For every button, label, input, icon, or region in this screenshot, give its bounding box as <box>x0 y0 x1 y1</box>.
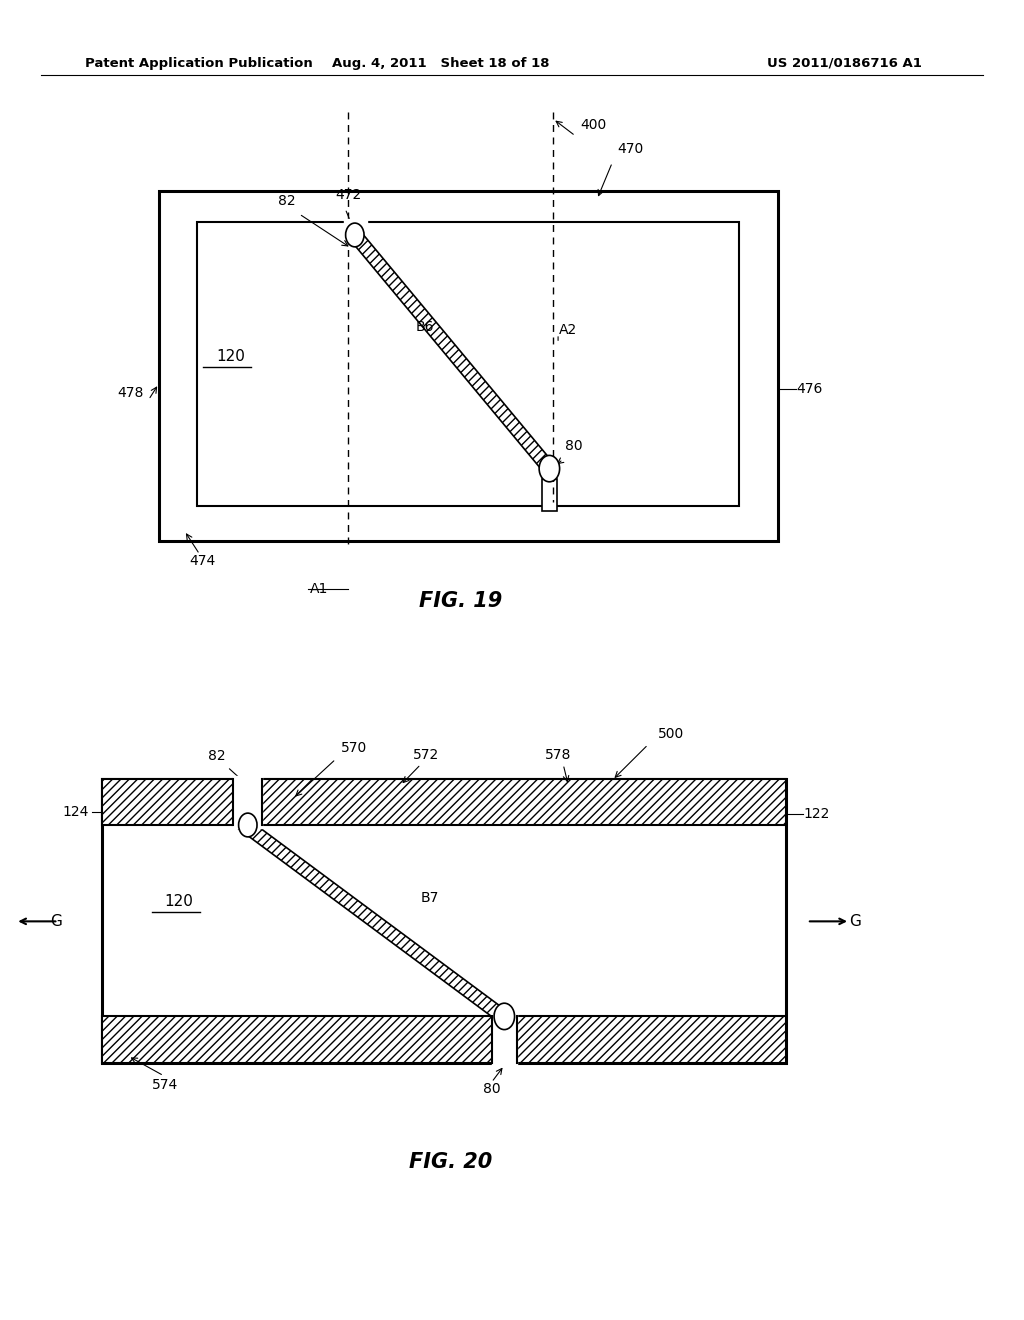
Text: B7: B7 <box>421 891 439 904</box>
Text: 500: 500 <box>658 727 685 741</box>
Bar <box>102 779 786 1063</box>
Text: B6: B6 <box>416 321 434 334</box>
Bar <box>197 222 739 506</box>
Text: 478: 478 <box>117 387 143 400</box>
Text: 80: 80 <box>565 440 583 453</box>
Text: 476: 476 <box>797 383 823 396</box>
Text: 80: 80 <box>482 1082 501 1096</box>
Polygon shape <box>233 825 514 1016</box>
Bar <box>102 1016 786 1063</box>
Circle shape <box>494 1003 514 1030</box>
Text: Patent Application Publication: Patent Application Publication <box>85 57 312 70</box>
Text: 474: 474 <box>189 554 216 568</box>
Bar <box>543 479 557 511</box>
Bar <box>102 779 786 825</box>
Text: 82: 82 <box>208 750 226 763</box>
Circle shape <box>539 455 559 482</box>
Text: 122: 122 <box>804 808 830 821</box>
Polygon shape <box>346 235 558 469</box>
Text: 570: 570 <box>341 742 368 755</box>
Bar <box>159 191 778 541</box>
Circle shape <box>346 223 365 247</box>
Text: 82: 82 <box>278 194 296 207</box>
Text: 578: 578 <box>545 748 571 762</box>
Text: US 2011/0186716 A1: US 2011/0186716 A1 <box>767 57 922 70</box>
Text: FIG. 19: FIG. 19 <box>419 590 503 611</box>
Text: 120: 120 <box>165 894 194 909</box>
Text: A2: A2 <box>559 323 578 337</box>
Text: 472: 472 <box>335 189 361 202</box>
Text: G: G <box>849 913 861 929</box>
Text: 574: 574 <box>152 1078 178 1092</box>
Text: 120: 120 <box>216 348 245 364</box>
Text: G: G <box>50 913 62 929</box>
Text: 400: 400 <box>581 119 607 132</box>
Text: 470: 470 <box>617 143 644 156</box>
Text: Aug. 4, 2011   Sheet 18 of 18: Aug. 4, 2011 Sheet 18 of 18 <box>332 57 549 70</box>
Text: 124: 124 <box>62 805 89 818</box>
Circle shape <box>239 813 257 837</box>
Text: 572: 572 <box>413 748 439 762</box>
Text: A1: A1 <box>310 582 329 595</box>
Text: FIG. 20: FIG. 20 <box>409 1151 493 1172</box>
